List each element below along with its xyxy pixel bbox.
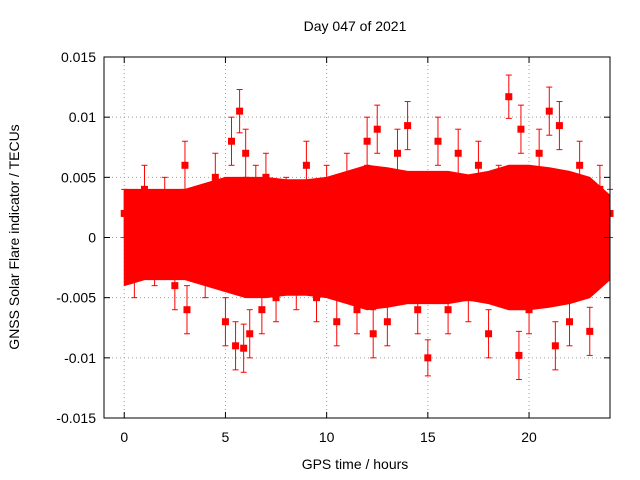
data-point — [240, 344, 248, 352]
data-point — [495, 185, 503, 193]
data-point — [414, 306, 422, 314]
data-point — [181, 161, 189, 169]
data-point — [120, 209, 128, 217]
data-point — [333, 318, 341, 326]
x-tick-label: 10 — [319, 429, 335, 445]
data-band — [123, 164, 611, 311]
data-point — [464, 294, 472, 302]
data-band-area — [123, 164, 611, 311]
data-point — [171, 282, 179, 290]
data-point — [404, 122, 412, 130]
data-point — [140, 185, 148, 193]
data-point — [517, 125, 525, 133]
data-point — [292, 282, 300, 290]
data-point — [525, 306, 533, 314]
data-point — [363, 137, 371, 145]
data-point — [201, 270, 209, 278]
data-point — [313, 294, 321, 302]
data-point — [232, 342, 240, 350]
data-point — [444, 306, 452, 314]
data-point — [383, 318, 391, 326]
data-point — [369, 330, 377, 338]
y-tick-label: 0.015 — [61, 49, 96, 65]
data-point — [535, 149, 543, 157]
y-tick-label: -0.01 — [64, 350, 96, 366]
data-point — [555, 122, 563, 130]
data-point — [373, 125, 381, 133]
data-point — [272, 294, 280, 302]
y-tick-label: -0.005 — [56, 290, 96, 306]
data-point — [353, 306, 361, 314]
data-point — [258, 306, 266, 314]
data-point — [211, 173, 219, 181]
data-point — [221, 318, 229, 326]
data-point — [576, 161, 584, 169]
data-point — [161, 197, 169, 205]
data-point — [246, 330, 254, 338]
x-axis-label: GPS time / hours — [301, 456, 409, 472]
data-point — [596, 185, 604, 193]
data-point — [282, 197, 290, 205]
data-point — [228, 137, 236, 145]
axis-ticks: 0 5 10 15 20 -0.015 -0.01 -0.005 0 0.005 0.01 0.015 — [56, 49, 610, 445]
data-point — [191, 221, 199, 229]
data-point — [183, 306, 191, 314]
data-point — [130, 270, 138, 278]
data-point — [434, 137, 442, 145]
x-tick-label: 20 — [521, 429, 537, 445]
data-point — [242, 149, 250, 157]
data-point — [393, 149, 401, 157]
data-point — [566, 318, 574, 326]
data-point — [424, 354, 432, 362]
x-tick-label: 5 — [222, 429, 230, 445]
data-point — [586, 327, 594, 335]
data-point — [454, 149, 462, 157]
y-tick-label: -0.015 — [56, 410, 96, 426]
data-point — [515, 351, 523, 359]
data-point — [343, 173, 351, 181]
x-tick-label: 15 — [420, 429, 436, 445]
data-point — [545, 107, 553, 115]
data-point — [262, 173, 270, 181]
y-tick-label: 0.005 — [61, 169, 96, 185]
data-point — [236, 107, 244, 115]
data-point — [151, 258, 159, 266]
chart-title: Day 047 of 2021 — [303, 18, 407, 34]
data-point — [302, 161, 310, 169]
data-point — [505, 93, 513, 101]
data-point — [252, 185, 260, 193]
x-tick-label: 0 — [120, 429, 128, 445]
data-point — [323, 185, 331, 193]
data-point — [485, 330, 493, 338]
y-tick-label: 0 — [88, 230, 96, 246]
y-tick-label: 0.01 — [69, 109, 96, 125]
data-point — [551, 342, 559, 350]
data-point — [474, 161, 482, 169]
